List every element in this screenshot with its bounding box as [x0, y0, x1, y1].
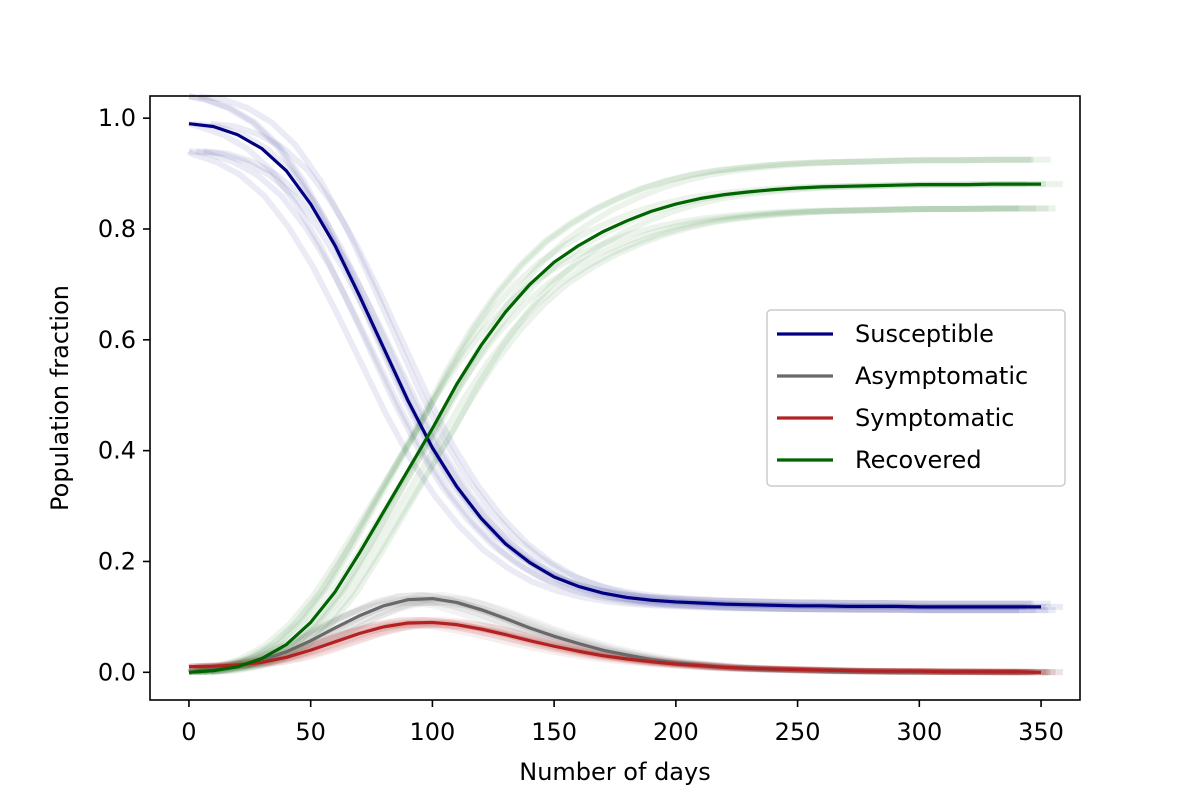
x-tick-label: 150 [531, 718, 577, 746]
y-tick-label: 1.0 [98, 104, 136, 132]
series-band-recovered [188, 156, 1032, 676]
y-tick-label: 0.4 [98, 437, 136, 465]
series-band-susceptible [188, 93, 1032, 607]
x-tick-label: 200 [653, 718, 699, 746]
y-tick-label: 0.0 [98, 658, 136, 686]
legend-frame [766, 309, 1066, 487]
series-band-recovered [198, 156, 1051, 676]
series-band-recovered [187, 205, 1020, 675]
x-tick-label: 300 [896, 718, 942, 746]
series-line-susceptible [188, 122, 1042, 609]
series-band-susceptible [188, 93, 1034, 607]
series-band-susceptible [195, 148, 1049, 614]
y-tick-label: 0.8 [98, 215, 136, 243]
x-tick-label: 0 [181, 718, 196, 746]
legend-label: Asymptomatic [855, 362, 1028, 390]
y-tick-label: 0.2 [98, 547, 136, 575]
series-lines [188, 122, 1042, 674]
y-axis-ticks: 0.0 0.2 0.4 0.6 0.8 1.0 [98, 104, 150, 686]
x-tick-label: 100 [410, 718, 456, 746]
x-axis-label: Number of days [519, 758, 710, 786]
series-band-recovered [196, 205, 1049, 676]
legend: Susceptible Asymptomatic Symptomatic Recove… [766, 309, 1066, 487]
y-tick-label: 0.6 [98, 326, 136, 354]
series-band-susceptible [188, 148, 1037, 614]
series-band-recovered [188, 156, 1034, 676]
x-tick-label: 350 [1018, 718, 1064, 746]
y-axis-label: Population fraction [46, 285, 74, 511]
x-axis-ticks: 0 50 100 150 200 250 300 350 [181, 700, 1064, 746]
legend-label: Symptomatic [855, 404, 1015, 432]
plot-frame [149, 95, 1081, 701]
x-tick-label: 250 [775, 718, 821, 746]
x-tick-label: 50 [295, 718, 326, 746]
series-band-recovered [203, 205, 1056, 676]
legend-label: Recovered [855, 446, 982, 474]
series-band-susceptible [198, 93, 1051, 607]
legend-label: Susceptible [855, 320, 994, 348]
series-band-susceptible [186, 149, 1020, 614]
series-line-recovered [188, 182, 1042, 674]
series-line-symptomatic [188, 620, 1042, 674]
